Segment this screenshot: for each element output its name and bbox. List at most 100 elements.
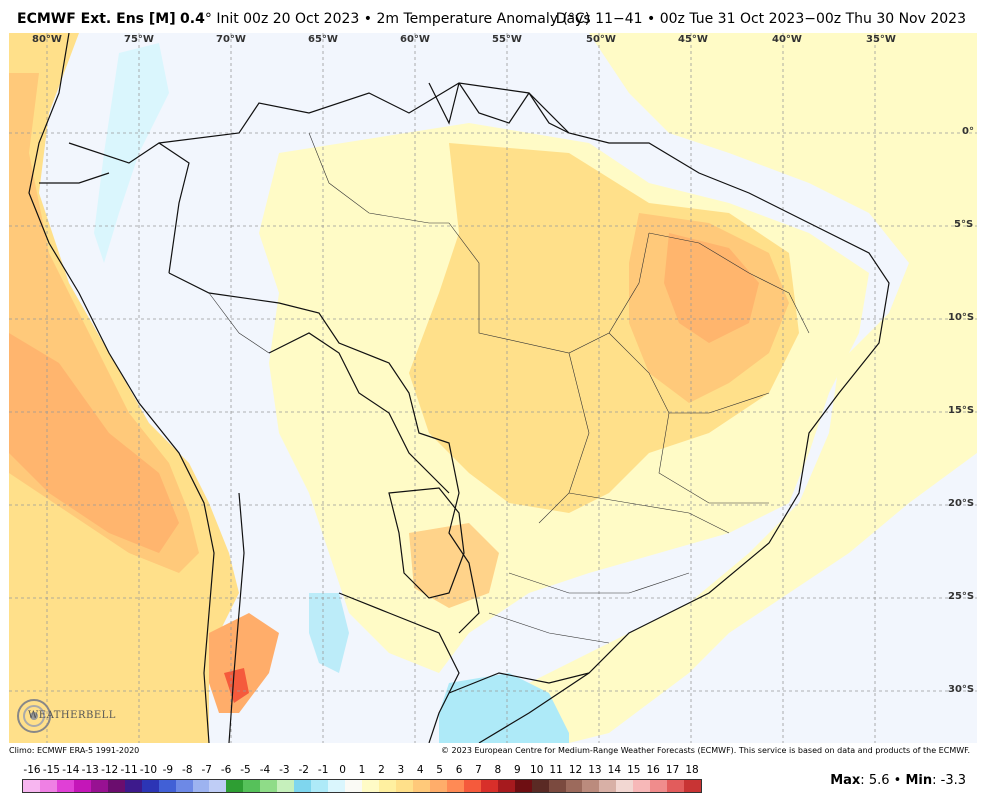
lon-label-60w: 60°W (400, 34, 430, 45)
colorbar-tick-label: 1 (358, 764, 366, 776)
max-value: 5.6 (868, 773, 890, 788)
colorbar-swatch (667, 780, 685, 792)
lon-label-70w: 70°W (216, 34, 246, 45)
colorbar-swatch (650, 780, 668, 792)
northeast-hottest-core (664, 233, 759, 343)
lon-label-50w: 50°W (586, 34, 616, 45)
colorbar-tick-label: -13 (81, 764, 99, 776)
init-time: Init 00z 20 Oct 2023 (216, 11, 360, 27)
degree-symbol: ° (204, 11, 212, 27)
colorbar-tick-label: -8 (182, 764, 193, 776)
colorbar-tick-label: 0 (339, 764, 346, 776)
colorbar-tick-label: 6 (455, 764, 463, 776)
colorbar-swatch (633, 780, 651, 792)
colorbar-swatch (226, 780, 244, 792)
colorbar-swatch (141, 780, 159, 792)
colorbar-swatch (294, 780, 312, 792)
colorbar-swatch (158, 780, 176, 792)
colorbar-swatch (582, 780, 600, 792)
state-borders (208, 132, 810, 644)
lat-label-20s: 20°S (948, 498, 975, 509)
colorbar-tick-label: 14 (607, 764, 622, 776)
bullet-separator: • (363, 11, 373, 27)
colorbar-tick-label: -7 (201, 764, 212, 776)
south-cool-region (439, 673, 569, 743)
colorbar-swatch (497, 780, 515, 792)
colorbar-tick-label: -1 (317, 764, 329, 776)
colorbar-swatch (209, 780, 227, 792)
colorbar-tick-label: -9 (162, 764, 174, 776)
colorbar-swatch (277, 780, 295, 792)
andes-hottest-spot (224, 668, 249, 703)
colorbar-swatch (260, 780, 278, 792)
model-name: ECMWF Ext. Ens [M] (17, 11, 176, 27)
min-value: -3.3 (940, 773, 966, 788)
colorbar-tick-label: -3 (279, 764, 290, 776)
colorbar-swatch (412, 780, 430, 792)
map-title: ECMWF Ext. Ens [M] 0.4° Init 00z 20 Oct … (17, 11, 590, 27)
model-resolution: 0.4 (180, 11, 205, 27)
map-panel[interactable] (9, 33, 977, 743)
colorbar-tick-label: -6 (220, 764, 232, 776)
colorbar-tick-label: 4 (416, 764, 424, 776)
colorbar-swatch (616, 780, 634, 792)
colorbar-swatch (548, 780, 566, 792)
atlantic-warm-region (479, 33, 977, 743)
colorbar-swatch (684, 780, 702, 792)
colorbar-tick-label: 2 (378, 764, 385, 776)
colorbar-swatch (345, 780, 363, 792)
pacific-hot-spot (9, 333, 179, 553)
colorbar-tick-label: -11 (120, 764, 138, 776)
colorbar-swatch (107, 780, 125, 792)
colorbar-swatch (73, 780, 91, 792)
colorbar-swatch (90, 780, 108, 792)
colorbar-tick-label: 17 (665, 764, 680, 776)
colorbar-tick-label: -10 (139, 764, 158, 776)
colorbar-swatch (328, 780, 346, 792)
lon-label-40w: 40°W (772, 34, 802, 45)
swirl-icon (17, 699, 51, 733)
min-label: Min (905, 773, 933, 788)
lon-label-55w: 55°W (492, 34, 522, 45)
lon-label-35w: 35°W (866, 34, 896, 45)
lat-label-10s: 10°S (948, 312, 975, 323)
colorbar-swatch (446, 780, 464, 792)
colorbar-swatch (395, 780, 413, 792)
country-borders (28, 33, 890, 743)
lon-label-65w: 65°W (308, 34, 338, 45)
colorbar-tick-label: -16 (23, 764, 41, 776)
northern-andes-cool-streak (94, 43, 169, 263)
lon-label-75w: 75°W (124, 34, 154, 45)
lon-label-45w: 45°W (678, 34, 708, 45)
colorbar-swatch (39, 780, 57, 792)
colorbar-tick-label: 7 (475, 764, 482, 776)
colorbar-tick-label: -15 (42, 764, 60, 776)
colorbar-tick-label: 18 (685, 764, 699, 776)
valid-period: Days 11−41 • 00z Tue 31 Oct 2023−00z Thu… (556, 11, 966, 27)
colorbar-swatch (23, 780, 40, 792)
colorbar-tick-label: 16 (646, 764, 660, 776)
colorbar-tick-label: -12 (101, 764, 119, 776)
colorbar-swatch (243, 780, 261, 792)
colorbar-tick-label: 8 (494, 764, 502, 776)
colorbar-tick-label: -4 (259, 764, 271, 776)
lon-label-80w: 80°W (32, 34, 62, 45)
colorbar-tick-label: 13 (588, 764, 602, 776)
colorbar-tick-label: -5 (240, 764, 251, 776)
lat-label-0: 0° (962, 126, 974, 137)
header: ECMWF Ext. Ens [M] 0.4° Init 00z 20 Oct … (0, 0, 984, 36)
max-min-stats: Max: 5.6 • Min: -3.3 (830, 773, 966, 788)
weatherbell-logo: WEATHERBELL (14, 696, 115, 736)
colorbar-tick-label: 5 (436, 764, 443, 776)
colorbar-swatch (362, 780, 380, 792)
variable-name: 2m Temperature Anomaly (°C) (376, 11, 591, 27)
colorbar-swatch (514, 780, 532, 792)
colorbar-swatch (175, 780, 193, 792)
lat-label-30s: 30°S (948, 684, 975, 695)
anomaly-map (9, 33, 977, 743)
colorbar-tick-label: 15 (627, 764, 641, 776)
colorbar-swatch (192, 780, 210, 792)
paraguay-warm-blob (409, 523, 499, 608)
days-range: Days 11−41 (555, 11, 643, 27)
colorbar-tick-label: 3 (397, 764, 405, 776)
